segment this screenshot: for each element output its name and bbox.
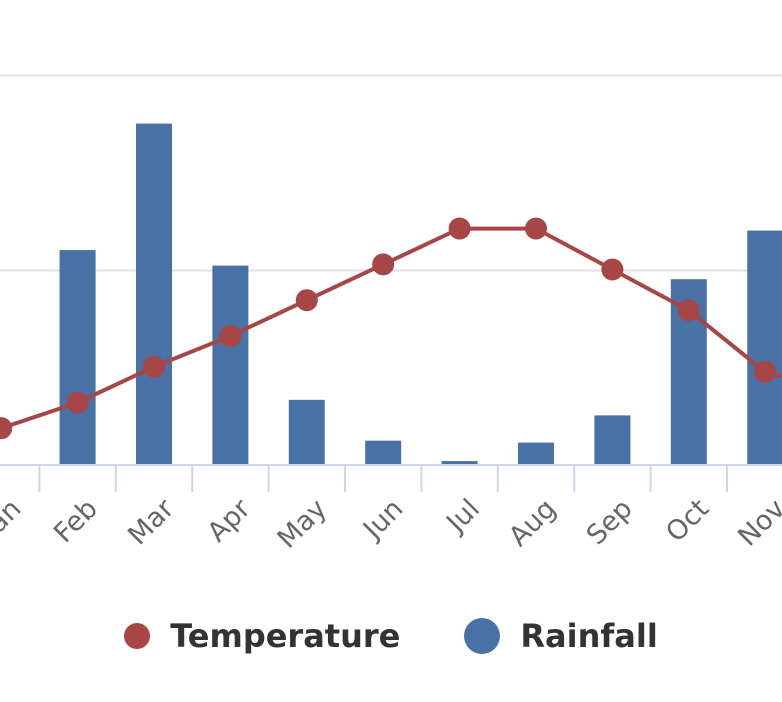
rainfall-bar-feb (59, 250, 96, 464)
temperature-point-jul (448, 217, 471, 240)
rainfall-bar-jul (441, 461, 478, 464)
legend-item-rainfall[interactable]: Rainfall (464, 617, 658, 655)
temperature-point-feb (66, 391, 89, 414)
x-axis (0, 464, 782, 492)
temperature-point-apr (219, 325, 242, 348)
x-tick-label-sep: Sep (581, 493, 639, 551)
combo-chart: JanFebMarAprMayJunJulAugSepOctNovDec (0, 74, 782, 555)
rainfall-bars (59, 123, 782, 464)
rainfall-bar-aug (518, 442, 554, 464)
rainfall-bar-may (288, 399, 325, 464)
temperature-line (0, 217, 782, 440)
temperature-point-sep (601, 258, 624, 281)
rainfall-bar-nov (747, 230, 782, 464)
temperature-point-may (295, 289, 318, 312)
legend-item-temperature[interactable]: Temperature (124, 617, 400, 655)
legend: Temperature Rainfall (0, 600, 782, 672)
legend-label-rainfall: Rainfall (520, 617, 658, 655)
temperature-point-oct (677, 299, 700, 322)
gridlines (0, 74, 782, 272)
temperature-point-mar (143, 355, 165, 378)
temperature-point-jan (0, 417, 13, 440)
x-tick-label-nov: Nov (732, 493, 782, 552)
temperature-series-line (0, 226, 782, 431)
legend-label-temperature: Temperature (170, 617, 401, 655)
x-tick-label-oct: Oct (660, 493, 715, 548)
rainfall-bar-mar (136, 123, 172, 464)
temperature-point-nov (754, 360, 777, 383)
x-axis-labels: JanFebMarAprMayJunJulAugSepOctNovDec (0, 493, 782, 555)
x-tick-label-mar: Mar (122, 493, 181, 552)
rainfall-bar-sep (594, 415, 631, 464)
temperature-point-jun (372, 253, 395, 276)
temperature-point-aug (525, 217, 547, 240)
x-tick-label-aug: Aug (503, 493, 562, 552)
x-tick-label-jun: Jun (356, 493, 409, 546)
x-tick-label-jul: Jul (439, 493, 485, 539)
rainfall-bar-apr (212, 265, 249, 464)
x-tick-label-feb: Feb (48, 493, 104, 549)
x-tick-label-may: May (272, 493, 333, 554)
x-tick-label-apr: Apr (202, 493, 258, 549)
temperature-legend-marker (124, 623, 151, 649)
rainfall-legend-marker (464, 618, 501, 654)
rainfall-bar-jun (365, 440, 402, 464)
x-tick-label-jan: Jan (0, 493, 27, 546)
